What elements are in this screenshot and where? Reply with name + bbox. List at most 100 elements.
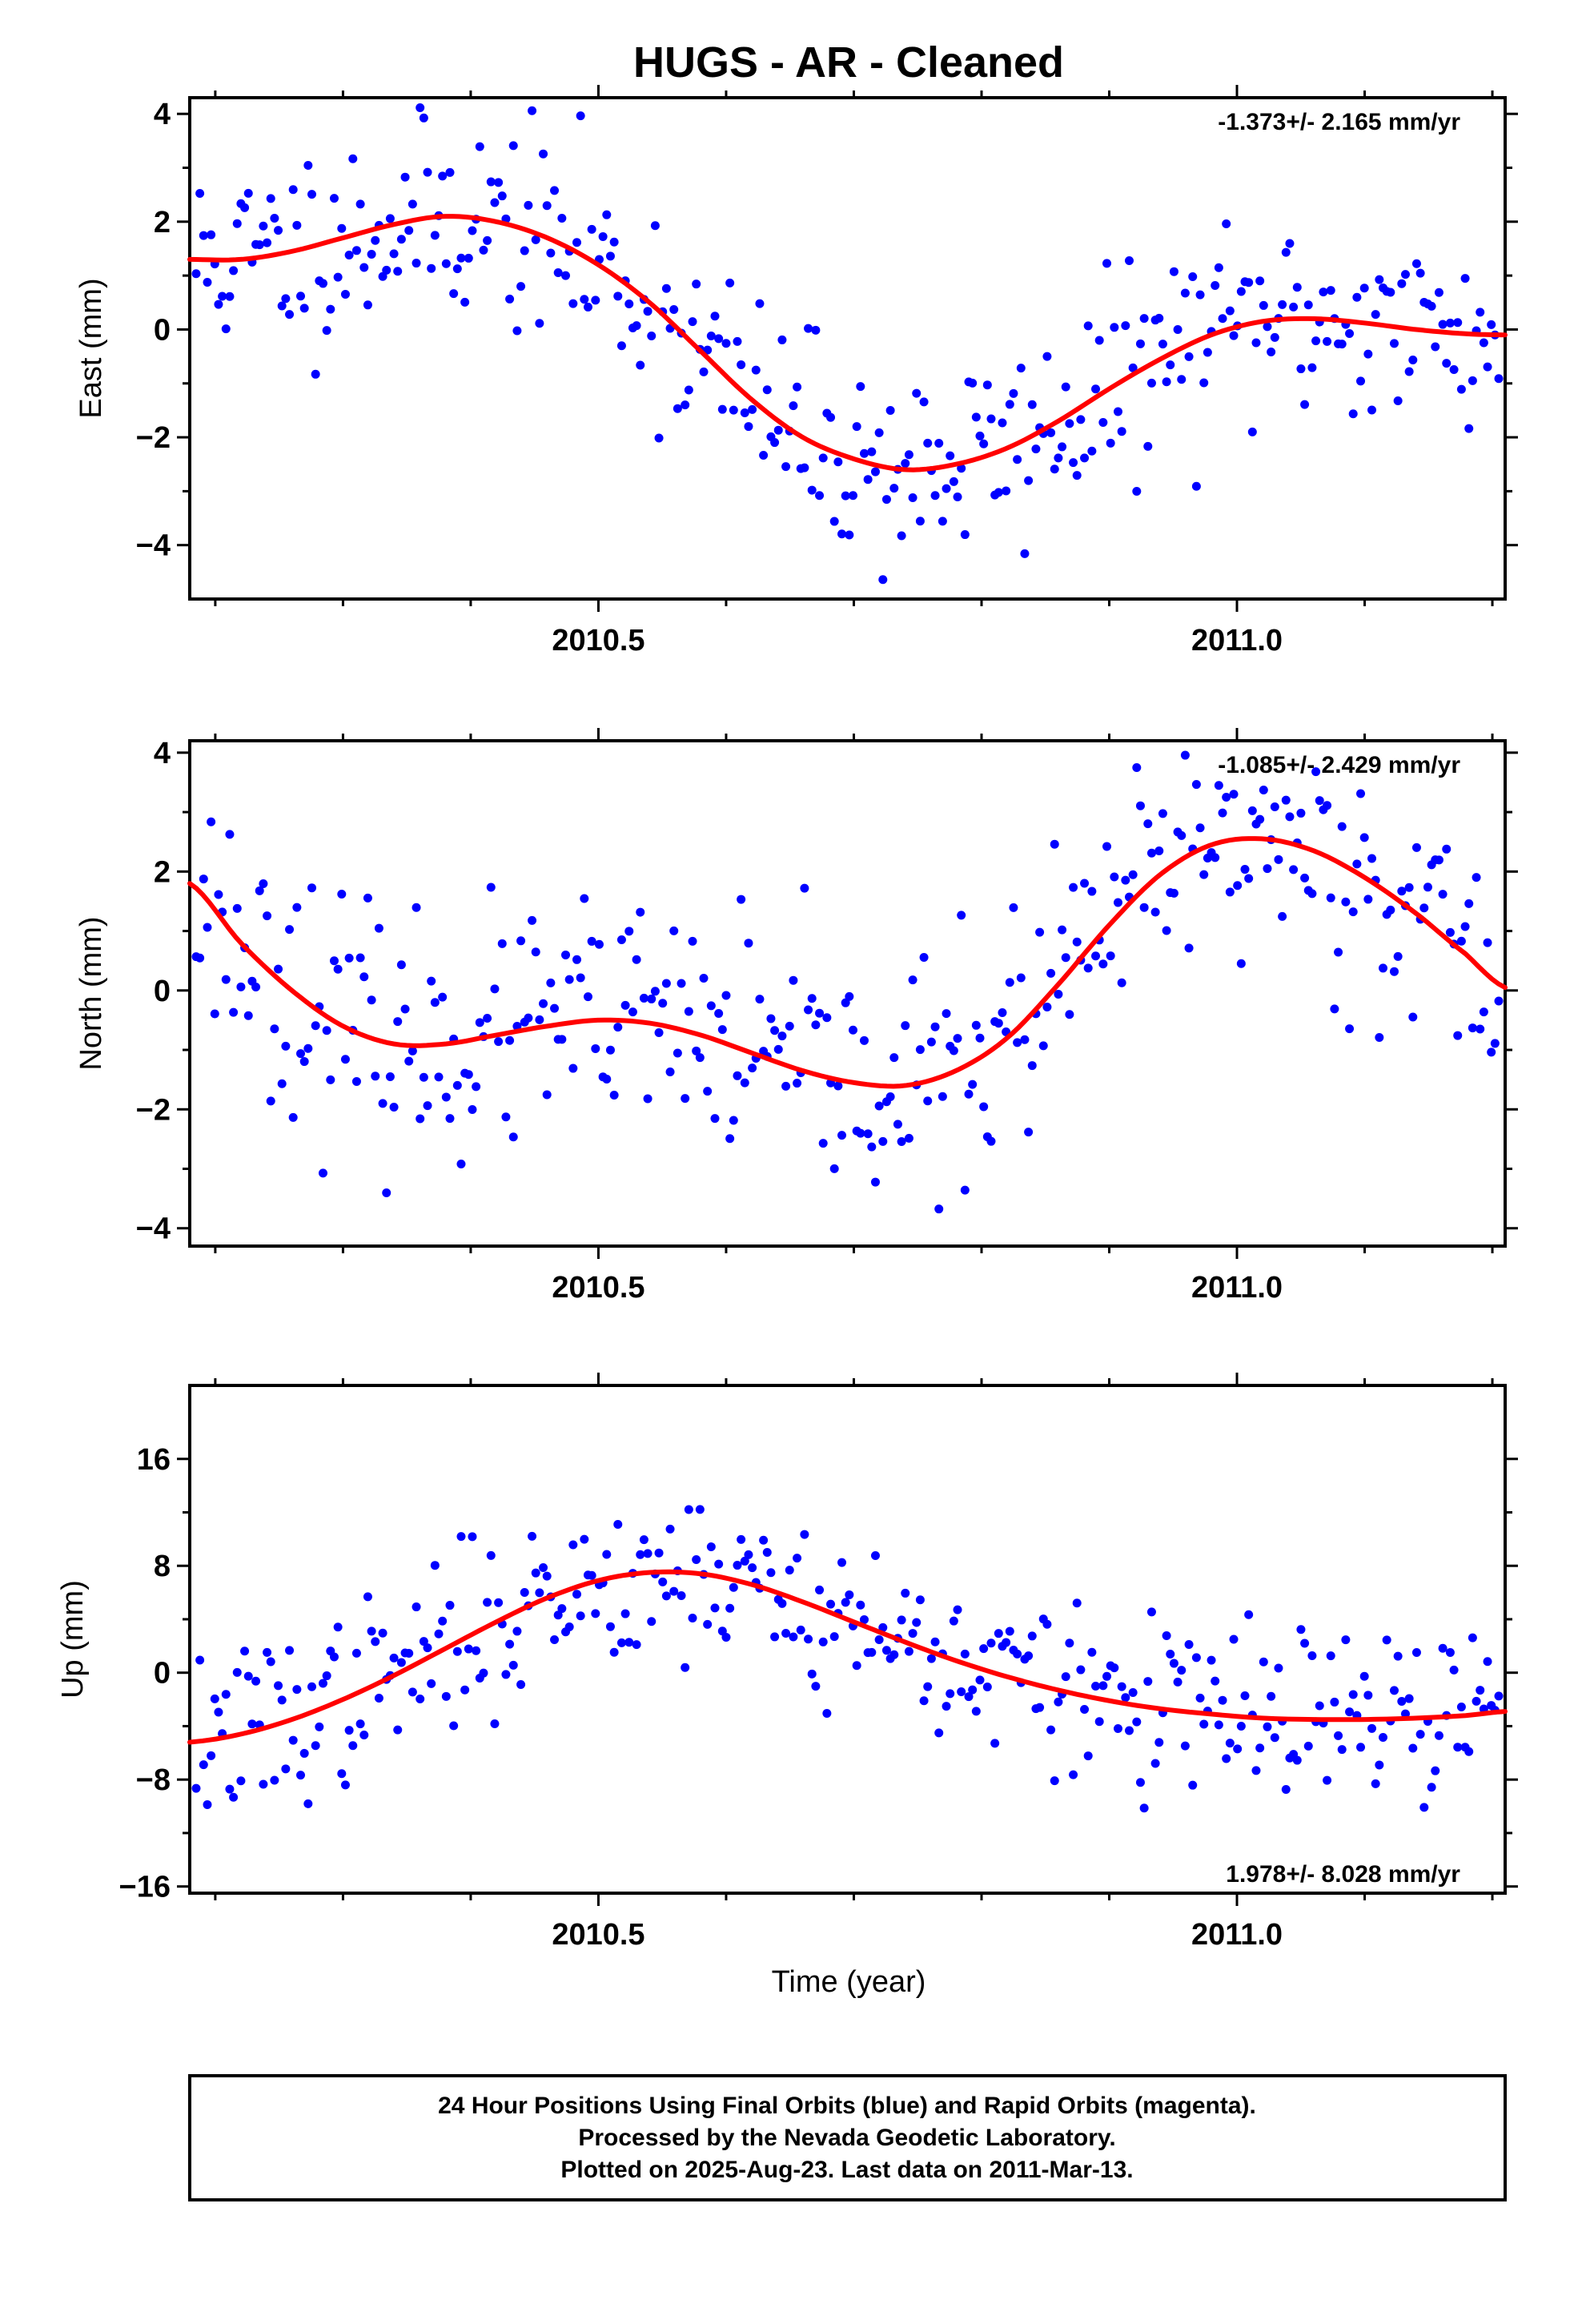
- data-point: [1124, 255, 1134, 265]
- data-point: [1173, 325, 1182, 335]
- data-point: [1389, 967, 1399, 976]
- data-point: [748, 1563, 757, 1573]
- data-point: [456, 1532, 466, 1542]
- data-point: [1255, 1743, 1265, 1753]
- data-point: [472, 1082, 481, 1092]
- data-point: [986, 1638, 996, 1648]
- data-point: [1158, 340, 1167, 349]
- data-point: [505, 1035, 515, 1045]
- data-point: [389, 1102, 399, 1112]
- data-point: [979, 1644, 989, 1654]
- data-point: [464, 253, 473, 263]
- data-point: [1337, 1745, 1347, 1755]
- data-point: [203, 278, 212, 287]
- data-point: [982, 1682, 992, 1691]
- data-point: [1330, 1004, 1339, 1014]
- data-point: [520, 246, 529, 255]
- data-point: [990, 1739, 1000, 1748]
- data-point: [1169, 267, 1178, 276]
- data-point: [729, 405, 738, 415]
- data-point: [232, 219, 242, 228]
- data-point: [1371, 310, 1380, 320]
- data-point: [1453, 1743, 1463, 1752]
- data-point: [1050, 464, 1059, 474]
- data-point: [311, 369, 320, 379]
- data-point: [744, 422, 753, 432]
- data-point: [236, 1776, 246, 1786]
- data-point: [542, 1090, 552, 1100]
- data-point: [1356, 789, 1366, 798]
- data-point: [468, 226, 477, 235]
- data-point: [1479, 1007, 1488, 1017]
- data-point: [318, 1679, 327, 1688]
- data-point: [1143, 441, 1153, 451]
- data-point: [333, 1622, 343, 1632]
- data-point: [483, 1014, 492, 1023]
- data-point: [1184, 943, 1194, 953]
- data-point: [572, 955, 582, 964]
- data-point: [236, 982, 246, 991]
- data-point: [602, 210, 612, 219]
- data-point: [833, 1081, 843, 1091]
- data-point: [1180, 1741, 1190, 1751]
- data-point: [998, 418, 1007, 428]
- data-point: [1270, 332, 1279, 342]
- data-point: [1102, 1671, 1112, 1681]
- data-point: [1110, 323, 1119, 332]
- data-point: [355, 953, 365, 963]
- data-point: [214, 1707, 223, 1717]
- data-point: [1061, 953, 1070, 963]
- data-point: [1408, 1743, 1418, 1753]
- data-point: [897, 1136, 906, 1146]
- data-point: [449, 289, 459, 299]
- data-point: [632, 321, 641, 331]
- data-point: [695, 1053, 705, 1063]
- rate-annotation: -1.085+/- 2.429 mm/yr: [1218, 752, 1460, 778]
- data-point: [1326, 286, 1335, 296]
- data-point: [773, 425, 783, 435]
- data-point: [1225, 1739, 1235, 1748]
- data-point: [1091, 951, 1101, 961]
- data-point: [382, 265, 391, 275]
- data-point: [363, 893, 372, 903]
- data-point: [281, 1764, 291, 1774]
- data-point: [908, 1629, 917, 1638]
- data-point: [829, 517, 839, 526]
- data-point: [1117, 978, 1126, 987]
- data-point: [1154, 1738, 1164, 1747]
- data-point: [859, 1614, 869, 1624]
- data-point: [408, 1687, 417, 1697]
- rate-annotation: -1.373+/- 2.165 mm/yr: [1218, 109, 1460, 135]
- data-point: [580, 894, 589, 903]
- data-point: [1069, 883, 1078, 892]
- data-point: [1132, 1717, 1142, 1727]
- data-point: [243, 1011, 253, 1020]
- data-point: [878, 575, 888, 585]
- y-tick-label: 2: [154, 855, 171, 889]
- x-axis-label: Time (year): [772, 1965, 926, 1999]
- data-point: [1315, 1701, 1324, 1711]
- data-point: [277, 301, 287, 311]
- data-point: [1083, 1751, 1093, 1761]
- data-point: [1203, 348, 1212, 357]
- data-point: [561, 271, 571, 280]
- figure-title: HUGS - AR - Cleaned: [633, 38, 1064, 86]
- data-point: [1150, 907, 1160, 917]
- data-point: [1337, 822, 1347, 831]
- data-point: [1188, 271, 1198, 281]
- data-point: [576, 1611, 585, 1621]
- data-point: [953, 1034, 962, 1043]
- data-point: [1323, 1775, 1332, 1785]
- data-point: [1386, 287, 1395, 297]
- data-point: [1281, 795, 1291, 805]
- data-point: [1191, 780, 1201, 790]
- data-point: [789, 1632, 798, 1642]
- data-point: [288, 1112, 298, 1122]
- data-point: [1289, 302, 1299, 312]
- data-point: [318, 279, 327, 288]
- data-point: [1408, 1012, 1418, 1022]
- data-point: [1106, 951, 1115, 961]
- data-point: [1348, 409, 1358, 419]
- data-point: [1292, 1755, 1302, 1765]
- data-point: [423, 167, 432, 177]
